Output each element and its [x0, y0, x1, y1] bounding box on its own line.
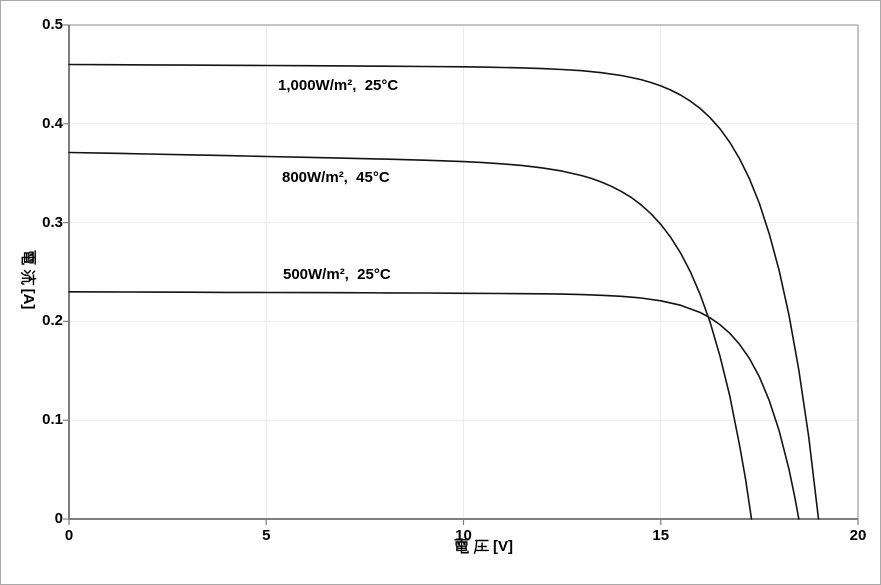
- y-tick-label: 0.2: [42, 312, 63, 330]
- y-tick-label: 0: [54, 510, 63, 527]
- kanji-atsu-icon: [473, 539, 489, 554]
- x-tick-label: 20: [849, 527, 867, 544]
- x-tick-label: 5: [262, 527, 271, 544]
- kanji-den-icon: [454, 538, 469, 553]
- x-axis-title: [V]: [453, 536, 513, 556]
- y-tick-label: 0.3: [42, 213, 63, 231]
- curve-800w-45c: [68, 151, 753, 520]
- kanji-ryuu-icon: [21, 269, 37, 285]
- curve-1000w-25c: [68, 63, 820, 520]
- kanji-den-icon: [22, 249, 37, 265]
- series-label-800w: 800W/m², 45°C: [282, 169, 390, 186]
- x-tick-label: 0: [64, 527, 74, 544]
- x-tick-label: 15: [652, 527, 670, 544]
- y-tick-label: 0.4: [42, 114, 63, 132]
- curve-500w-25c: [68, 291, 800, 520]
- series-label-500w: 500W/m², 25°C: [283, 266, 391, 283]
- x-axis-unit: [V]: [493, 537, 513, 555]
- series-label-1000w: 1,000W/m², 25°C: [278, 77, 399, 94]
- y-tick-label: 0.5: [42, 16, 63, 33]
- y-axis-title: [A]: [19, 239, 39, 319]
- y-tick-label: 0.1: [42, 411, 63, 429]
- y-axis-unit: [A]: [20, 288, 38, 310]
